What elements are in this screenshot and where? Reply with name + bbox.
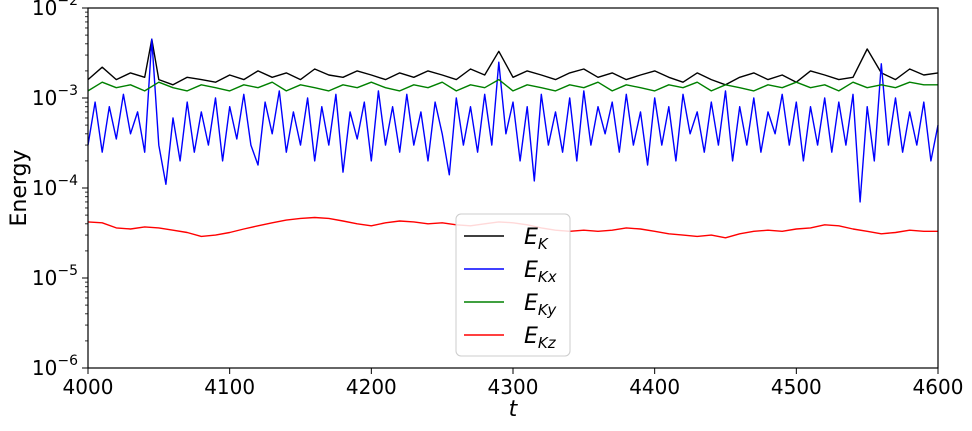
x-tick-label: 4200 <box>346 375 397 399</box>
x-tick-label: 4600 <box>913 375 964 399</box>
x-tick-label: 4300 <box>488 375 539 399</box>
legend-box <box>455 213 571 357</box>
legend: EK EKx EKy EKz <box>455 213 571 357</box>
y-axis-ticks: 10−6 10−5 10−4 10−3 10−2 <box>32 0 88 380</box>
y-tick-label: 10−4 <box>32 173 78 200</box>
y-tick-label: 10−5 <box>32 263 78 290</box>
x-axis-label: t <box>509 397 519 422</box>
y-tick-label: 10−3 <box>32 83 78 110</box>
series-line-e-kx <box>87 38 939 203</box>
x-tick-label: 4100 <box>204 375 255 399</box>
x-tick-label: 4400 <box>629 375 680 399</box>
legend-label: EK <box>524 225 549 253</box>
series-layer <box>87 38 939 239</box>
y-axis-label: Energy <box>7 149 32 226</box>
x-axis-ticks: 4000 4100 4200 4300 4400 4500 4600 <box>63 368 964 399</box>
x-tick-label: 4000 <box>63 375 114 399</box>
legend-label: EKz <box>524 324 557 352</box>
legend-label: EKy <box>524 291 557 319</box>
x-tick-label: 4500 <box>771 375 822 399</box>
series-line-e-k <box>87 38 939 86</box>
y-tick-label: 10−6 <box>32 353 78 380</box>
series-line-e-ky <box>87 78 938 92</box>
legend-label: EKx <box>524 258 557 286</box>
y-tick-label: 10−2 <box>32 0 78 20</box>
